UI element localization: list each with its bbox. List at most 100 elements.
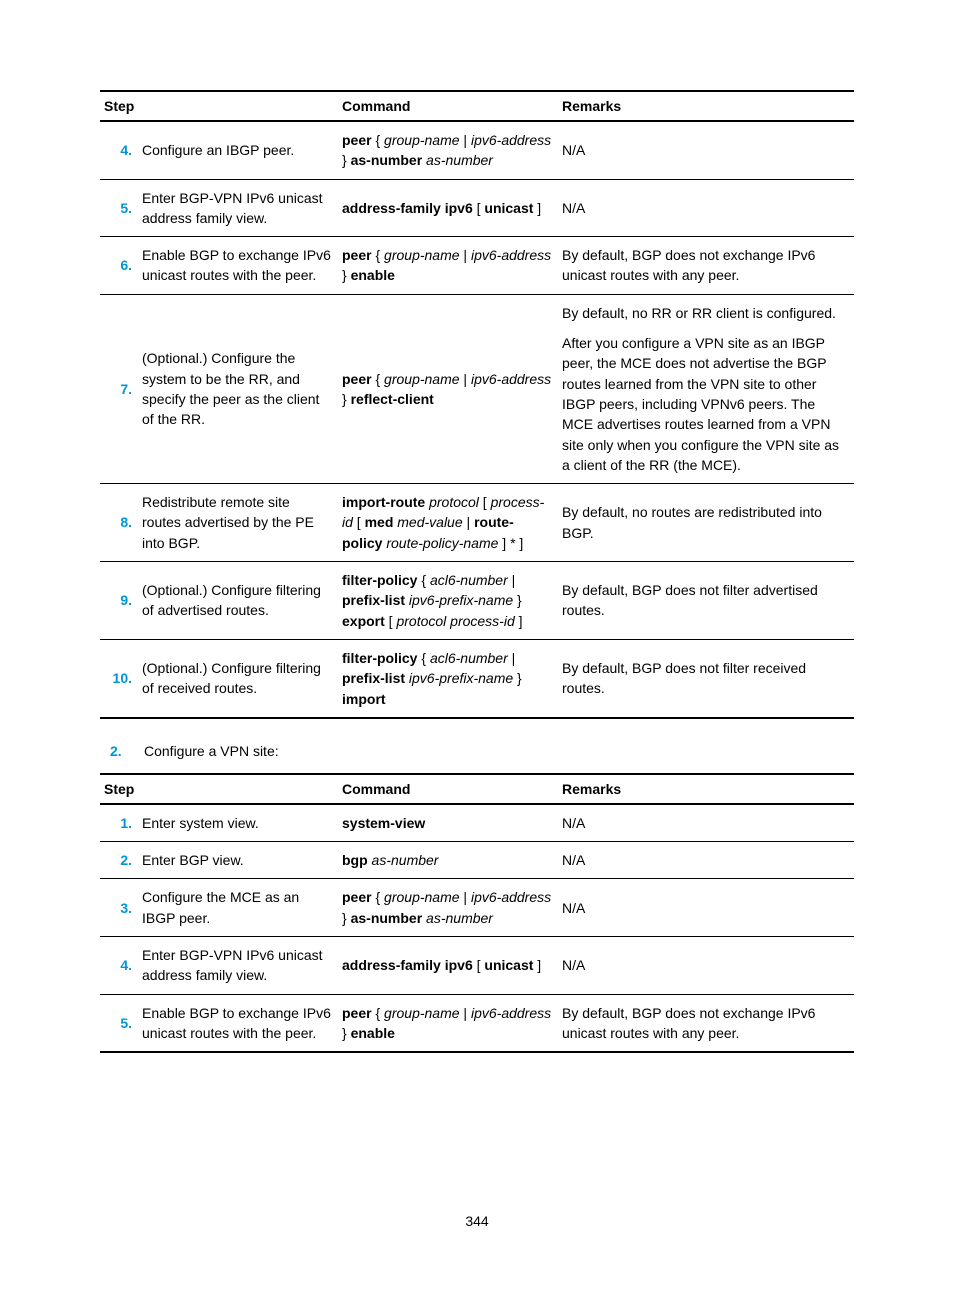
remarks-cell: N/A [558,804,854,842]
remark-text: By default, BGP does not exchange IPv6 u… [562,1003,848,1044]
cmd-arg: acl6-number [430,650,508,666]
cmd-text: } [342,152,351,168]
cmd-text: [ [473,957,485,973]
step-description: (Optional.) Configure filtering of adver… [138,562,338,640]
command-cell: system-view [338,804,558,842]
cmd-keyword: peer [342,1005,372,1021]
cmd-keyword: prefix-list [342,670,405,686]
cmd-keyword: unicast [484,200,533,216]
command-cell: import-route protocol [ process-id [ med… [338,484,558,562]
cmd-text: ] * ] [498,535,523,551]
remark-text: By default, BGP does not filter advertis… [562,580,848,621]
cmd-keyword: reflect-client [351,391,434,407]
remarks-cell: N/A [558,121,854,179]
cmd-arg: ipv6-prefix-name [409,592,513,608]
cmd-keyword: system-view [342,815,425,831]
remark-text: N/A [562,898,848,918]
col-command-header: Command [338,774,558,804]
cmd-arg: ipv6-address [471,371,551,387]
cmd-arg: ipv6-address [471,132,551,148]
step-number: 3. [100,879,138,937]
command-cell: address-family ipv6 [ unicast ] [338,937,558,995]
cmd-arg: group-name [384,132,460,148]
remarks-cell: N/A [558,842,854,879]
cmd-keyword: prefix-list [342,592,405,608]
col-remarks-header: Remarks [558,91,854,121]
remarks-cell: By default, BGP does not filter received… [558,639,854,717]
step-description: Enter BGP-VPN IPv6 unicast address famil… [138,937,338,995]
table-row: 5.Enter BGP-VPN IPv6 unicast address fam… [100,179,854,237]
cmd-text: [ [479,494,491,510]
cmd-arg: ipv6-address [471,889,551,905]
cmd-text: ] [533,957,541,973]
step-description: Redistribute remote site routes advertis… [138,484,338,562]
remark-text: By default, no routes are redistributed … [562,502,848,543]
command-cell: peer { group-name | ipv6-address } as-nu… [338,879,558,937]
step-number: 9. [100,562,138,640]
step-number: 1. [100,804,138,842]
step-description: (Optional.) Configure filtering of recei… [138,639,338,717]
step-number: 8. [100,484,138,562]
step-number: 4. [100,937,138,995]
cmd-keyword: address-family ipv6 [342,200,473,216]
table-row: 7.(Optional.) Configure the system to be… [100,294,854,483]
config-table-1: Step Command Remarks 4.Configure an IBGP… [100,90,854,719]
command-cell: filter-policy { acl6-number | prefix-lis… [338,562,558,640]
step-description: Enter BGP view. [138,842,338,879]
step-number: 10. [100,639,138,717]
remark-text: After you configure a VPN site as an IBG… [562,333,848,475]
remark-text: N/A [562,813,848,833]
remarks-cell: N/A [558,937,854,995]
step-number: 5. [100,994,138,1052]
cmd-text: } [342,391,351,407]
step-description: Enter BGP-VPN IPv6 unicast address famil… [138,179,338,237]
remark-text: N/A [562,140,848,160]
cmd-text: } [513,670,522,686]
cmd-keyword: peer [342,889,372,905]
cmd-arg: route-policy-name [386,535,498,551]
cmd-text: | [460,371,471,387]
cmd-keyword: export [342,613,385,629]
cmd-keyword: address-family ipv6 [342,957,473,973]
step-number: 6. [100,237,138,295]
remark-text: By default, BGP does not filter received… [562,658,848,699]
cmd-text: ] [515,613,523,629]
step-description: Configure the MCE as an IBGP peer. [138,879,338,937]
cmd-keyword: filter-policy [342,572,417,588]
cmd-arg: as-number [426,910,493,926]
cmd-text: { [372,889,384,905]
page-number: 344 [100,1213,854,1229]
col-command-header: Command [338,91,558,121]
remark-text: By default, BGP does not exchange IPv6 u… [562,245,848,286]
cmd-text: | [460,247,471,263]
table-row: 4.Enter BGP-VPN IPv6 unicast address fam… [100,937,854,995]
command-cell: peer { group-name | ipv6-address } enabl… [338,237,558,295]
cmd-text: | [460,1005,471,1021]
cmd-arg: group-name [384,247,460,263]
cmd-text: { [417,572,429,588]
step-number: 4. [100,121,138,179]
document-page: Step Command Remarks 4.Configure an IBGP… [0,0,954,1289]
remarks-cell: By default, no RR or RR client is config… [558,294,854,483]
cmd-text: [ [353,514,365,530]
cmd-arg: group-name [384,889,460,905]
cmd-text: [ [473,200,485,216]
cmd-text: } [513,592,522,608]
cmd-text: } [342,910,351,926]
table-row: 5.Enable BGP to exchange IPv6 unicast ro… [100,994,854,1052]
table-row: 1.Enter system view.system-view N/A [100,804,854,842]
command-cell: peer { group-name | ipv6-address } enabl… [338,994,558,1052]
cmd-keyword: peer [342,371,372,387]
cmd-text: { [417,650,429,666]
step-number: 7. [100,294,138,483]
cmd-arg: protocol [429,494,479,510]
cmd-arg: ipv6-address [471,1005,551,1021]
cmd-text: | [508,572,516,588]
cmd-arg: ipv6-prefix-name [409,670,513,686]
cmd-keyword: unicast [484,957,533,973]
cmd-text: { [372,1005,384,1021]
step-description: Enter system view. [138,804,338,842]
table-row: 2.Enter BGP view.bgp as-numberN/A [100,842,854,879]
cmd-text: [ [385,613,397,629]
list-text: Configure a VPN site: [144,743,279,759]
